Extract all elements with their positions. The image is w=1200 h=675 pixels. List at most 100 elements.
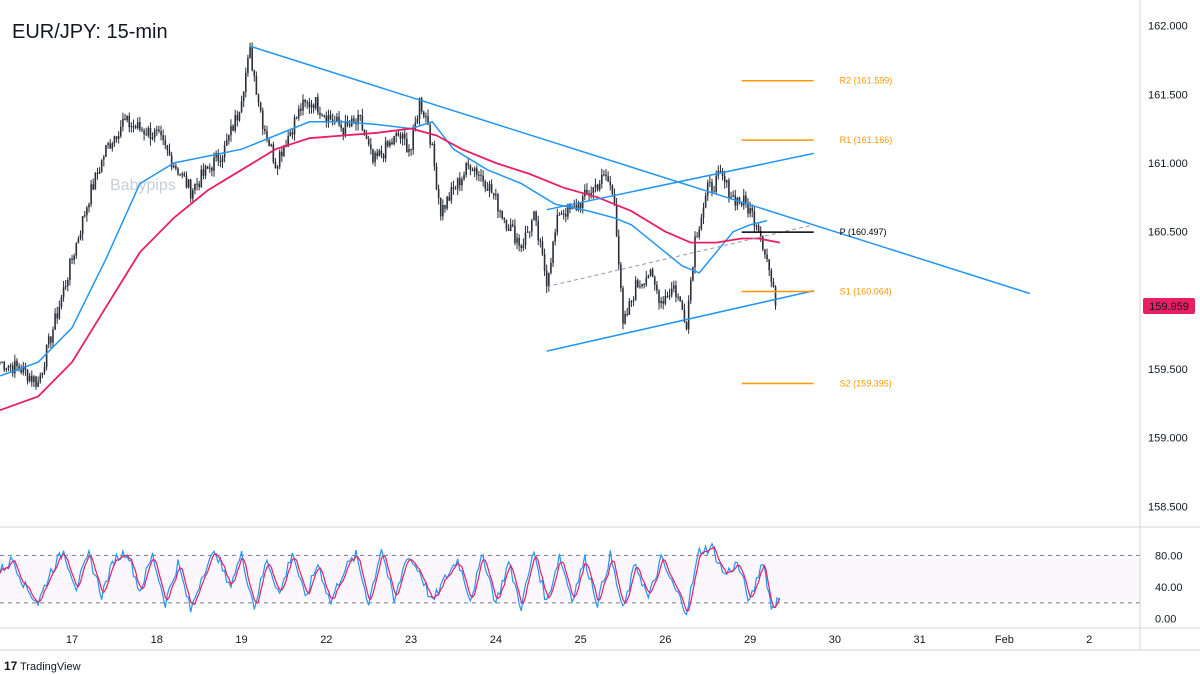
candle-body: [3, 361, 6, 370]
price-tick-label: 162.000: [1148, 21, 1188, 33]
candle-body: [342, 128, 345, 135]
candle-body: [185, 176, 188, 188]
candle-body: [586, 189, 588, 194]
candle-body: [666, 296, 669, 298]
candle-body: [596, 184, 599, 190]
axes: 162.000 161.500 161.000 160.500 159.500 159.0…: [0, 0, 1200, 651]
candle-body: [774, 286, 777, 306]
sma-fast-line: [0, 120, 768, 377]
candle-body: [0, 362, 1, 364]
candle-body: [145, 134, 148, 136]
candle-body: [670, 288, 673, 296]
price-tick-label: 159.000: [1148, 433, 1188, 445]
candle-body: [490, 183, 493, 193]
candle-body: [33, 376, 35, 382]
candle-body: [41, 372, 44, 376]
candle-body: [503, 218, 506, 220]
candle-body: [232, 125, 234, 131]
candle-body: [69, 258, 71, 281]
candle-body: [452, 187, 455, 189]
candle-body: [386, 141, 389, 147]
candle-body: [297, 108, 300, 118]
candle-body: [196, 183, 198, 185]
candle-body: [406, 138, 408, 153]
candle-body: [126, 115, 128, 121]
candle-body: [289, 132, 292, 136]
candle-body: [234, 115, 237, 131]
candle-body: [420, 98, 423, 112]
candle-body: [643, 283, 645, 285]
candle-body: [264, 128, 266, 132]
candle-body: [459, 178, 461, 186]
candle-body: [122, 118, 124, 127]
candle-body: [380, 150, 383, 155]
stochastic-band: [0, 555, 1140, 603]
candle-body: [467, 163, 470, 166]
candle-body: [94, 172, 97, 190]
time-tick-label: 2: [1086, 634, 1092, 646]
candle-body: [624, 313, 626, 324]
candle-body: [613, 194, 616, 205]
price-tick-label: 160.500: [1148, 227, 1188, 239]
candle-body: [492, 192, 495, 196]
time-tick-label: 31: [914, 634, 926, 646]
candle-body: [132, 126, 135, 128]
trendline: [546, 289, 814, 352]
candle-body: [427, 116, 429, 125]
candle-body: [71, 258, 73, 261]
candle-body: [238, 112, 241, 121]
candle-body: [541, 241, 544, 255]
candle-body: [592, 187, 595, 194]
candle-body: [319, 112, 321, 116]
price-tick-label: 158.500: [1148, 501, 1188, 513]
candle-body: [416, 118, 419, 123]
candle-body: [573, 205, 576, 207]
candle-body: [77, 238, 80, 243]
candle-body: [564, 214, 567, 217]
candle-body: [58, 306, 61, 319]
candle-body: [560, 213, 563, 215]
candle-body: [497, 194, 499, 212]
time-tick-label: 24: [490, 634, 502, 646]
watermark-text: Babypips: [110, 177, 176, 194]
trendline: [546, 152, 814, 211]
candle-body: [194, 183, 196, 191]
candle-body: [67, 280, 69, 286]
candle-body: [509, 224, 512, 231]
candle-body: [329, 114, 332, 120]
candle-body: [367, 139, 370, 145]
candle-body: [376, 152, 378, 157]
candle-body: [552, 241, 554, 263]
candle-body: [641, 283, 643, 287]
candle-body: [526, 231, 529, 233]
last-price-label: 159.959: [1149, 301, 1189, 313]
candle-body: [482, 175, 484, 182]
candle-body: [425, 116, 427, 118]
candle-body: [56, 313, 59, 319]
candle-body: [539, 240, 542, 242]
candle-body: [223, 145, 226, 158]
candle-body: [107, 143, 109, 145]
price-tick-label: 161.500: [1148, 89, 1188, 101]
candle-body: [442, 205, 444, 217]
candle-body: [86, 207, 88, 216]
time-tick-label: 17: [66, 634, 78, 646]
candle-body: [658, 290, 660, 304]
candle-body: [251, 47, 253, 71]
candle-body: [242, 91, 245, 102]
candle-body: [302, 99, 304, 111]
candle-body: [647, 275, 650, 278]
candle-body: [745, 195, 747, 203]
candle-body: [484, 181, 487, 189]
candle-body: [740, 202, 743, 206]
candle-body: [403, 133, 406, 139]
candle-body: [378, 150, 381, 157]
candle-body: [7, 365, 10, 369]
candle-body: [626, 313, 629, 315]
candle-body: [531, 220, 533, 232]
candle-body: [713, 191, 715, 193]
candle-body: [446, 196, 448, 209]
time-tick-label: 30: [829, 634, 841, 646]
